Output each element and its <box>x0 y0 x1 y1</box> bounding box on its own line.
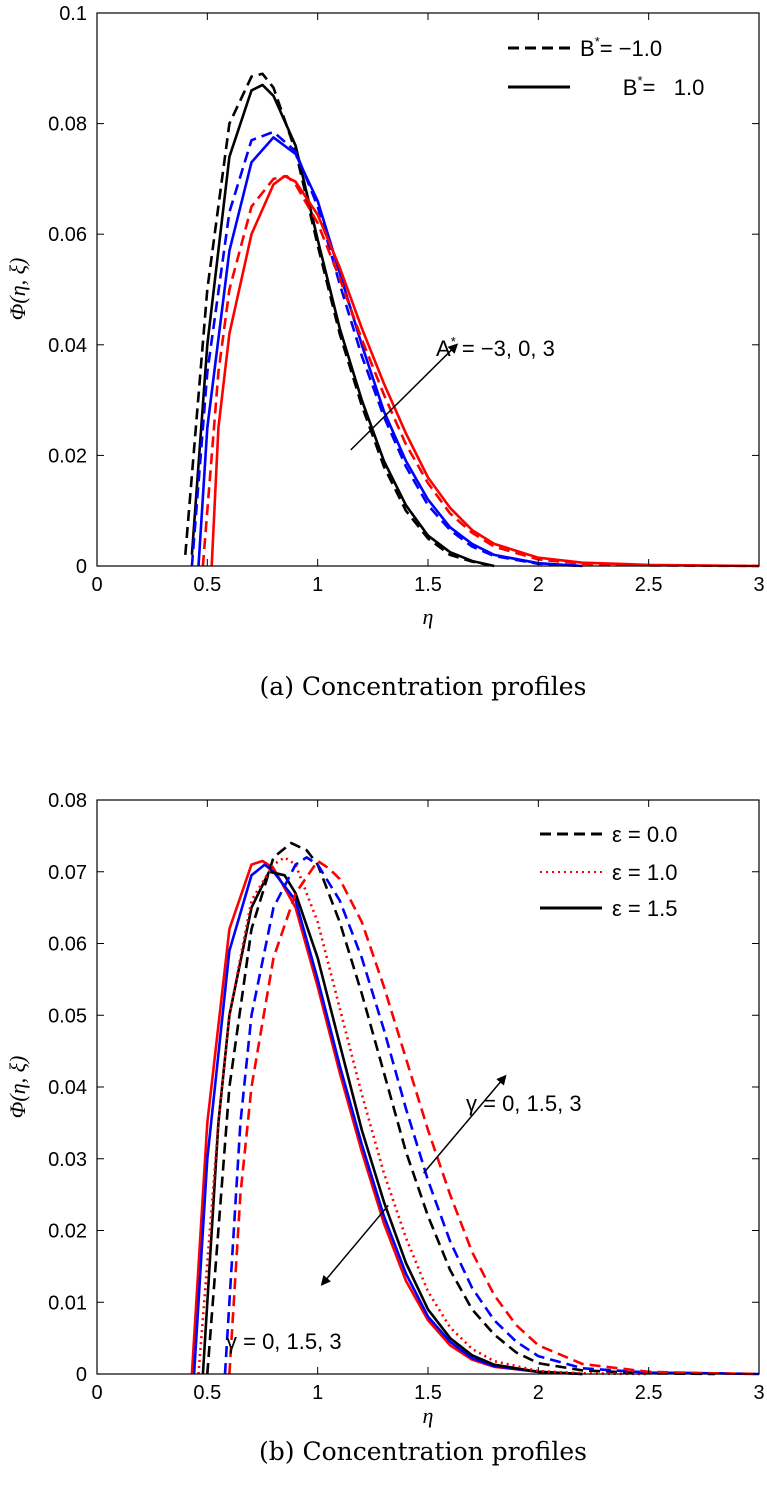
x-tick-label: 1.5 <box>414 1382 442 1404</box>
y-axis-label: Φ(η, ξ) <box>5 1056 30 1119</box>
y-tick-label: 0.05 <box>48 1005 87 1027</box>
series-line-5 <box>223 856 760 1376</box>
annotation-a-star-label: A* = −3, 0, 3 <box>436 334 555 361</box>
annotation-gamma-down: γ = 0, 1.5, 3 <box>226 1204 389 1354</box>
annotation-arrow <box>423 1074 507 1174</box>
x-tick-label: 2 <box>533 1382 544 1404</box>
y-tick-label: 0.02 <box>48 445 87 467</box>
y-tick-label: 0.08 <box>48 790 87 812</box>
legend-label-b-neg: B*= −1.0 <box>580 34 662 61</box>
legend: B*= −1.0 B*= 1.0 <box>508 34 735 100</box>
x-tick-label: 1 <box>312 574 323 596</box>
y-tick-label: 0.01 <box>48 1292 87 1314</box>
series-line-2 <box>201 870 583 1376</box>
series-line-1 <box>190 83 495 568</box>
annotation-gamma-down-label: γ = 0, 1.5, 3 <box>226 1329 342 1354</box>
series-line-3 <box>206 841 715 1376</box>
series-line-0 <box>190 859 583 1376</box>
x-tick-label: 0 <box>91 1382 102 1404</box>
x-tick-label: 3 <box>753 1382 764 1404</box>
x-tick-label: 2.5 <box>635 574 663 596</box>
y-axis-label: Φ(η, ξ) <box>5 258 30 321</box>
series-line-6 <box>228 859 760 1376</box>
y-tick-label: 0.03 <box>48 1149 87 1171</box>
y-tick-label: 0 <box>76 556 87 578</box>
y-tick-label: 0.04 <box>48 335 87 357</box>
annotation-arrow <box>320 1204 389 1286</box>
x-tick-label: 2.5 <box>635 1382 663 1404</box>
series-line-5 <box>210 174 760 568</box>
y-tick-label: 0.07 <box>48 862 87 884</box>
x-tick-label: 1.5 <box>414 574 442 596</box>
annotation-arrow <box>350 343 459 451</box>
chart-a: 0 0.5 1 1.5 2 2.5 3 0 0.02 0.04 0.06 0.08 0.1 B*= −1… <box>5 3 765 701</box>
y-tick-label: 0.04 <box>48 1077 87 1099</box>
x-tick-label: 0.5 <box>193 574 221 596</box>
x-tick-label: 1 <box>312 1382 323 1404</box>
x-tick-label: 0.5 <box>193 1382 221 1404</box>
y-tick-label: 0.1 <box>59 3 87 25</box>
annotation-gamma-up: γ = 0, 1.5, 3 <box>423 1074 582 1174</box>
x-axis-label: η <box>423 1403 434 1428</box>
annotation-gamma-up-label: γ = 0, 1.5, 3 <box>466 1091 582 1116</box>
legend-label-eps-15: ε = 1.5 <box>612 896 677 921</box>
y-tick-label: 0 <box>76 1364 87 1386</box>
caption-b: (b) Concentration profiles <box>259 1437 587 1466</box>
legend-label-b-pos: B*= 1.0 <box>580 73 735 100</box>
x-tick-label: 2 <box>533 574 544 596</box>
legend: ε = 0.0 ε = 1.0 ε = 1.5 <box>540 822 677 921</box>
series-line-1 <box>192 863 583 1376</box>
series-line-0 <box>184 72 495 568</box>
x-axis-label: η <box>423 604 434 629</box>
caption-a: (a) Concentration profiles <box>260 672 587 701</box>
x-tick-label: 3 <box>753 574 764 596</box>
legend-label-eps-1: ε = 1.0 <box>612 860 677 885</box>
legend-label-eps-0: ε = 0.0 <box>612 822 677 847</box>
y-tick-label: 0.06 <box>48 934 87 956</box>
series-line-3 <box>197 136 583 568</box>
y-tick-label: 0.08 <box>48 114 87 136</box>
series-line-4 <box>201 174 760 568</box>
annotation-a-star: A* = −3, 0, 3 <box>350 334 555 451</box>
chart-b: 0 0.5 1 1.5 2 2.5 3 0 0.01 0.02 0.03 0.04 0.05 0.06 0.… <box>5 790 765 1466</box>
y-tick-label: 0.06 <box>48 224 87 246</box>
series-line-2 <box>190 130 583 568</box>
x-tick-label: 0 <box>91 574 102 596</box>
y-tick-label: 0.02 <box>48 1221 87 1243</box>
